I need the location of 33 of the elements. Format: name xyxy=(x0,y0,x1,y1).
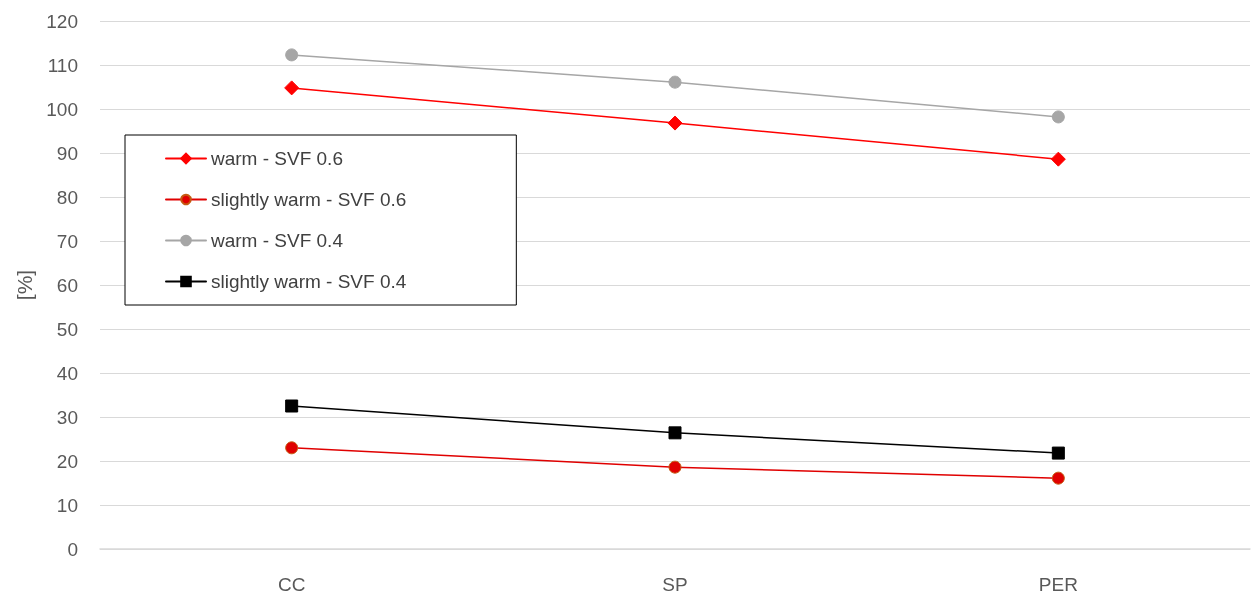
y-tick-label: 10 xyxy=(56,494,78,516)
y-tick-label: 110 xyxy=(47,54,78,76)
y-tick-label: 80 xyxy=(56,186,78,208)
y-tick-label: 0 xyxy=(67,538,78,560)
point xyxy=(285,441,299,455)
x-tick-label: PER xyxy=(1038,574,1078,595)
point xyxy=(1050,151,1066,167)
point xyxy=(1051,471,1065,485)
point xyxy=(668,460,682,474)
y-tick-label: 100 xyxy=(46,98,78,120)
y-tick-label: 20 xyxy=(56,450,78,472)
y-tick-label: 60 xyxy=(56,274,78,296)
legend-label: warm - SVF 0.6 xyxy=(210,148,343,169)
point xyxy=(1051,446,1065,460)
point xyxy=(285,399,299,413)
legend-label: warm - SVF 0.4 xyxy=(210,230,344,251)
x-tick-label: SP xyxy=(662,574,688,595)
point xyxy=(1051,110,1065,124)
y-tick-label: 120 xyxy=(46,10,78,32)
point xyxy=(667,115,683,131)
y-tick-label: 50 xyxy=(56,318,78,340)
point xyxy=(668,426,682,440)
point xyxy=(285,48,299,62)
y-tick-label: 40 xyxy=(56,362,78,384)
point xyxy=(284,80,300,96)
legend-label: slightly warm - SVF 0.6 xyxy=(211,189,407,210)
y-axis-title: [%] xyxy=(13,269,37,301)
y-tick-label: 90 xyxy=(56,142,78,164)
point xyxy=(668,75,682,89)
x-tick-label: CC xyxy=(277,574,306,595)
y-tick-label: 30 xyxy=(56,406,78,428)
y-tick-label: 70 xyxy=(56,230,78,252)
legend-label: slightly warm - SVF 0.4 xyxy=(211,271,407,292)
